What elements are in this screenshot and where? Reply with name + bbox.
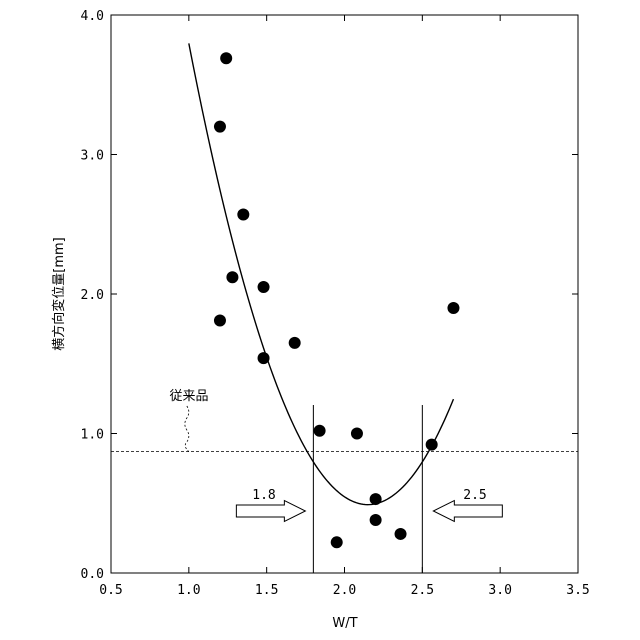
data-point <box>237 208 249 220</box>
data-point <box>351 428 363 440</box>
axis-ticks: 0.5 1.0 1.5 2.0 2.5 3.0 3.5 0.0 1.0 2.0 3.0 4.0 <box>81 9 590 598</box>
plot-frame <box>111 15 578 573</box>
y-tick-label: 3.0 <box>81 149 104 164</box>
data-point <box>426 439 438 451</box>
y-tick-label: 4.0 <box>81 9 104 24</box>
data-point <box>447 302 459 314</box>
data-point <box>214 315 226 327</box>
data-point <box>370 514 382 526</box>
y-tick-label: 0.0 <box>81 567 104 582</box>
data-point <box>314 425 326 437</box>
data-point <box>331 536 343 548</box>
x-tick-label: 0.5 <box>99 583 122 598</box>
plot-area <box>111 15 578 573</box>
arrow-label-right: 2.5 <box>463 488 486 503</box>
data-point <box>258 281 270 293</box>
data-point <box>226 271 238 283</box>
x-tick-label: 1.0 <box>177 583 200 598</box>
data-point <box>214 121 226 133</box>
data-point <box>395 528 407 540</box>
reference-line-label: 従来品 <box>169 389 208 404</box>
x-tick-label: 2.5 <box>411 583 434 598</box>
y-axis-title: 横方向変位量[mm] <box>51 237 67 350</box>
arrow-right <box>236 501 305 522</box>
data-point <box>370 493 382 505</box>
y-tick-label: 1.0 <box>81 428 104 443</box>
x-tick-label: 2.0 <box>333 583 356 598</box>
arrow-label-left: 1.8 <box>252 488 275 503</box>
data-point <box>220 52 232 64</box>
y-tick-label: 2.0 <box>81 288 104 303</box>
x-axis-title: W/T <box>332 616 357 631</box>
data-point <box>289 337 301 349</box>
arrow-left <box>433 501 502 522</box>
reference-leader-line <box>185 406 189 452</box>
x-tick-label: 3.0 <box>488 583 511 598</box>
x-tick-label: 3.5 <box>566 583 589 598</box>
x-tick-label: 1.5 <box>255 583 278 598</box>
data-point <box>258 352 270 364</box>
